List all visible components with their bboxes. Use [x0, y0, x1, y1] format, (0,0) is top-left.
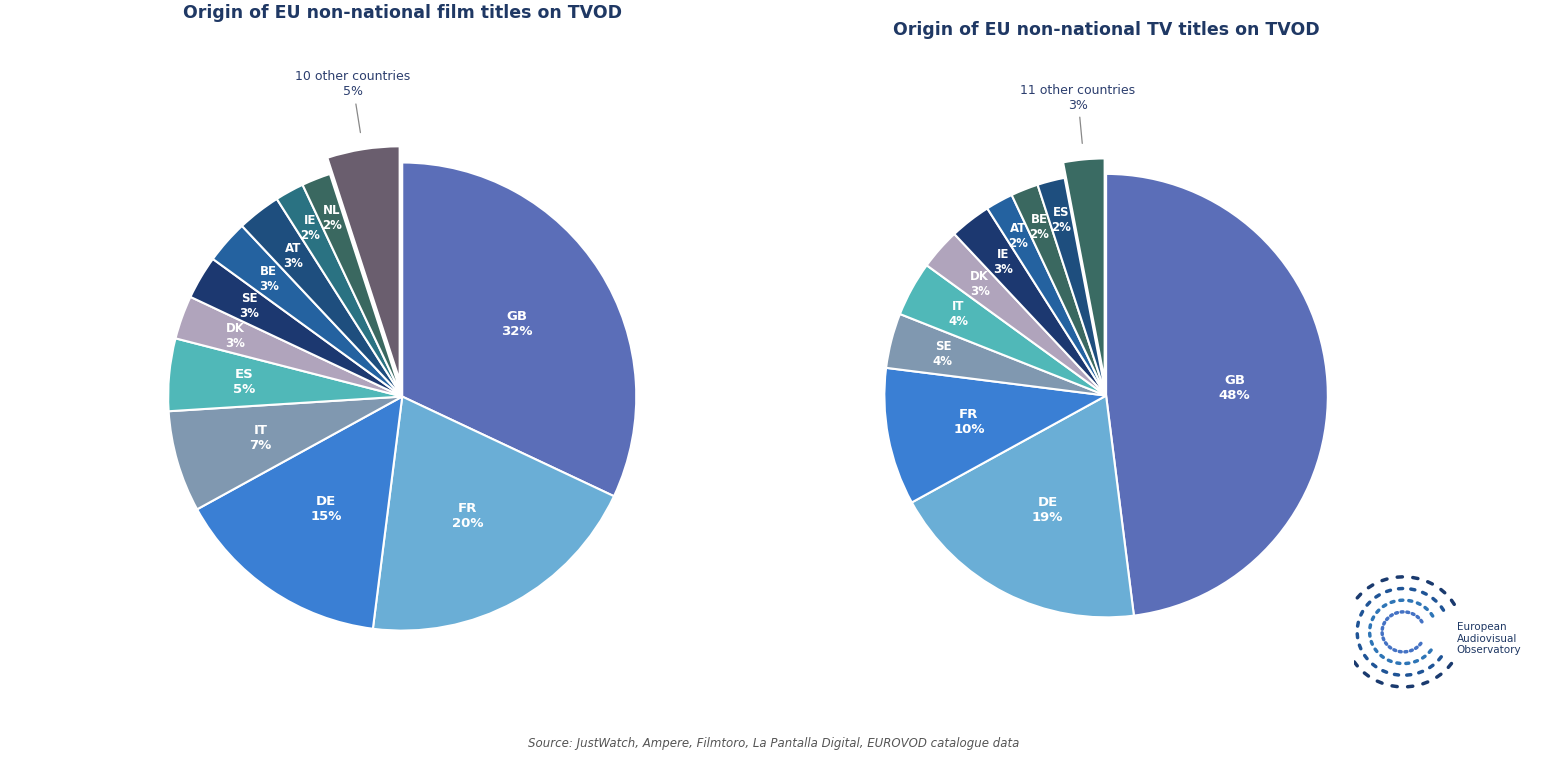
Text: Source: JustWatch, Ampere, Filmtoro, La Pantalla Digital, EUROVOD catalogue data: Source: JustWatch, Ampere, Filmtoro, La …	[528, 738, 1019, 750]
Text: DE
15%: DE 15%	[311, 495, 342, 523]
Wedge shape	[402, 162, 636, 496]
Text: DK
3%: DK 3%	[970, 270, 990, 298]
Wedge shape	[1063, 158, 1105, 381]
Wedge shape	[1106, 174, 1327, 615]
Text: IT
7%: IT 7%	[249, 424, 272, 452]
Text: 11 other countries
3%: 11 other countries 3%	[1021, 83, 1135, 143]
Wedge shape	[241, 199, 402, 396]
Text: SE
3%: SE 3%	[240, 292, 258, 320]
Text: European
Audiovisual
Observatory: European Audiovisual Observatory	[1457, 622, 1521, 655]
Wedge shape	[886, 314, 1106, 396]
Wedge shape	[927, 234, 1106, 396]
Text: GB
48%: GB 48%	[1219, 374, 1250, 402]
Text: ES
2%: ES 2%	[1050, 205, 1071, 233]
Wedge shape	[277, 185, 402, 396]
Wedge shape	[1038, 178, 1106, 396]
Wedge shape	[213, 226, 402, 396]
Text: IE
2%: IE 2%	[300, 215, 320, 243]
Text: AT
2%: AT 2%	[1009, 222, 1029, 250]
Text: DE
19%: DE 19%	[1032, 496, 1063, 525]
Text: AT
3%: AT 3%	[283, 242, 303, 270]
Title: Origin of EU non-national TV titles on TVOD: Origin of EU non-national TV titles on T…	[893, 21, 1320, 39]
Text: FR
10%: FR 10%	[953, 408, 984, 436]
Wedge shape	[175, 297, 402, 396]
Text: ES
5%: ES 5%	[232, 368, 255, 396]
Wedge shape	[169, 338, 402, 412]
Text: BE
3%: BE 3%	[258, 265, 278, 293]
Text: GB
32%: GB 32%	[501, 310, 532, 338]
Wedge shape	[1012, 185, 1106, 396]
Text: IT
4%: IT 4%	[948, 300, 968, 328]
Text: 10 other countries
5%: 10 other countries 5%	[295, 70, 410, 133]
Text: FR
20%: FR 20%	[452, 502, 483, 530]
Wedge shape	[373, 396, 614, 631]
Text: SE
4%: SE 4%	[933, 340, 953, 368]
Text: IE
3%: IE 3%	[993, 249, 1013, 277]
Title: Origin of EU non-national film titles on TVOD: Origin of EU non-national film titles on…	[183, 4, 622, 22]
Wedge shape	[169, 396, 402, 509]
Wedge shape	[328, 146, 399, 381]
Wedge shape	[954, 208, 1106, 396]
Wedge shape	[196, 396, 402, 628]
Wedge shape	[900, 265, 1106, 396]
Wedge shape	[987, 195, 1106, 396]
Wedge shape	[190, 259, 402, 396]
Text: DK
3%: DK 3%	[224, 322, 244, 350]
Text: BE
2%: BE 2%	[1029, 212, 1049, 240]
Wedge shape	[885, 368, 1106, 503]
Text: NL
2%: NL 2%	[322, 204, 342, 232]
Wedge shape	[303, 174, 402, 396]
Wedge shape	[911, 396, 1134, 617]
